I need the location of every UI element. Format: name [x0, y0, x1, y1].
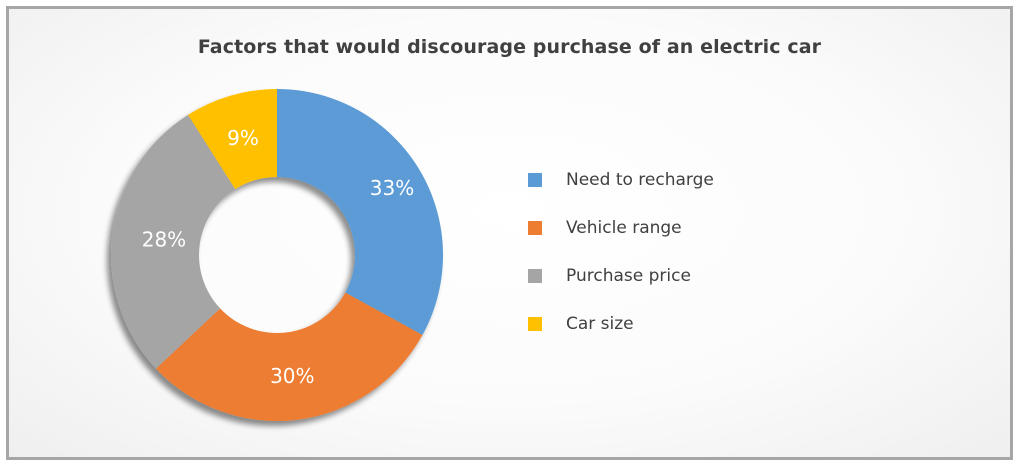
legend-label: Car size — [566, 314, 634, 334]
donut-slice-purchase-price — [111, 114, 236, 369]
legend-swatch — [528, 173, 542, 187]
donut-slice-need-to-recharge — [277, 89, 443, 335]
chart-legend: Need to recharge Vehicle range Purchase pr… — [528, 156, 714, 348]
legend-label: Need to recharge — [566, 170, 714, 190]
legend-label: Vehicle range — [566, 218, 682, 238]
data-label-car-size: 9% — [227, 126, 259, 150]
donut-slice-vehicle-range — [155, 292, 423, 421]
donut-data-labels: 33% 30% 28% 9% — [142, 126, 415, 388]
donut-slice-car-size — [188, 89, 277, 190]
legend-item-need-to-recharge: Need to recharge — [528, 156, 714, 204]
legend-item-vehicle-range: Vehicle range — [528, 204, 714, 252]
data-label-vehicle-range: 30% — [270, 364, 314, 388]
chart-title: Factors that would discourage purchase o… — [197, 36, 822, 58]
legend-item-car-size: Car size — [528, 300, 714, 348]
data-label-purchase-price: 28% — [142, 228, 186, 252]
legend-label: Purchase price — [566, 266, 691, 286]
legend-swatch — [528, 221, 542, 235]
legend-item-purchase-price: Purchase price — [528, 252, 714, 300]
donut-slices — [111, 89, 443, 421]
legend-swatch — [528, 317, 542, 331]
legend-swatch — [528, 269, 542, 283]
data-label-need-to-recharge: 33% — [370, 176, 414, 200]
